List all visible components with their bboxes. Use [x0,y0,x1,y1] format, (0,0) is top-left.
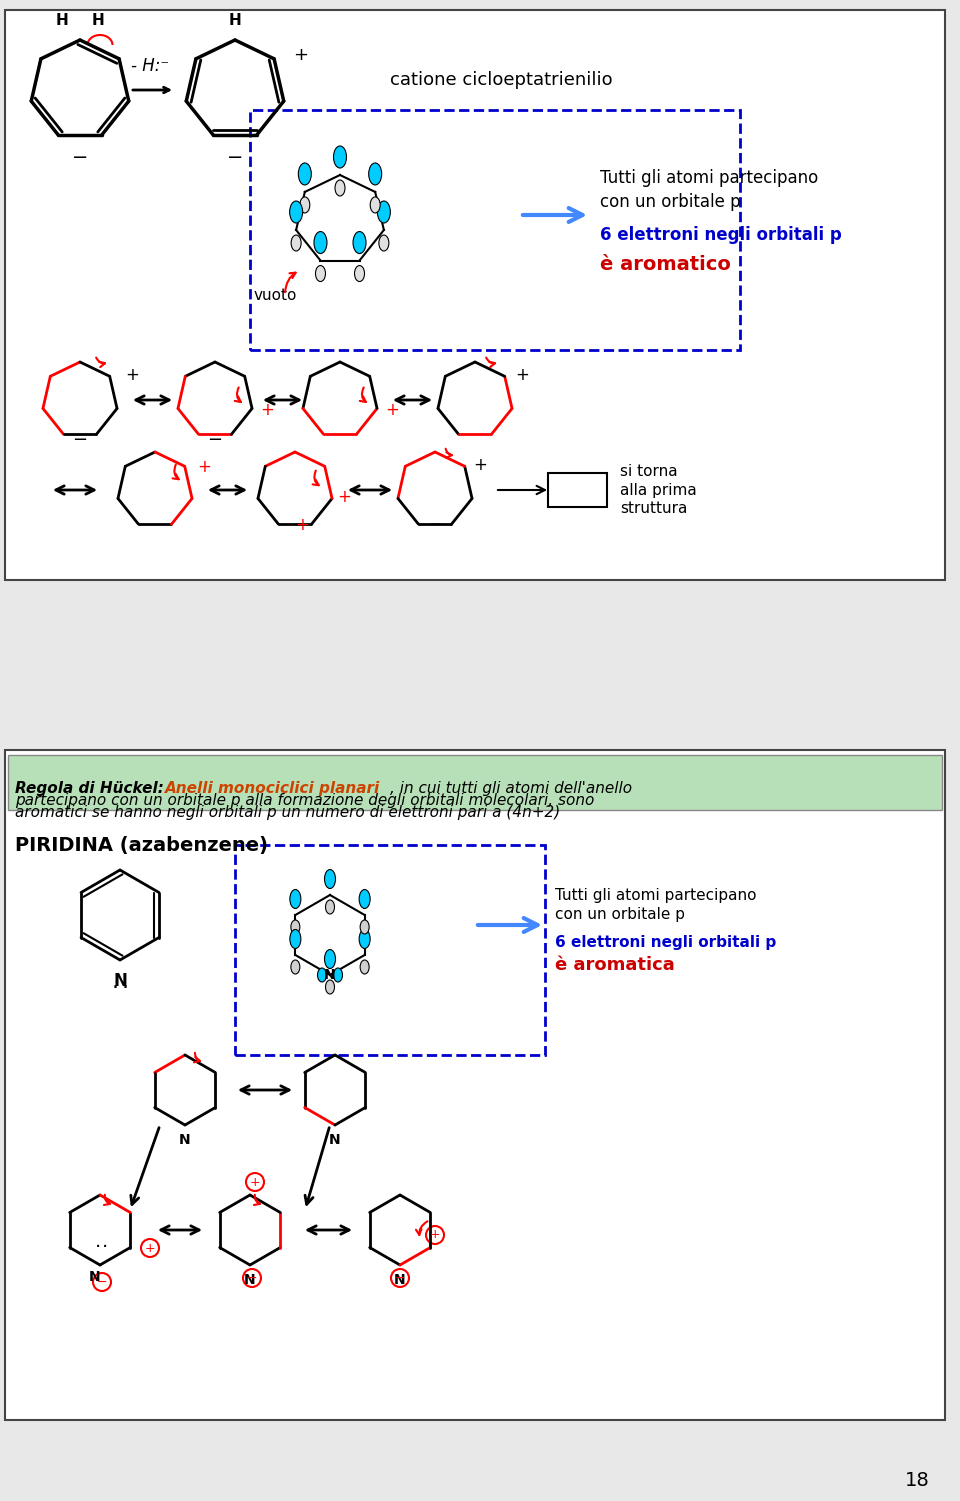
Circle shape [426,1226,444,1244]
Ellipse shape [290,890,300,908]
FancyBboxPatch shape [5,11,945,579]
Text: ·: · [111,979,118,998]
Text: , in cui tutti gli atomi dell'anello: , in cui tutti gli atomi dell'anello [390,781,632,796]
Text: +: + [293,47,308,65]
Text: +: + [250,1175,260,1189]
Text: Anelli monociclici planari: Anelli monociclici planari [165,781,380,796]
Text: +: + [125,366,139,384]
Text: 18: 18 [905,1471,930,1490]
Ellipse shape [333,146,347,168]
Text: N: N [113,973,127,991]
Ellipse shape [325,901,334,914]
Text: aromatici se hanno negli orbitali p un numero di elettroni pari a (4n+2): aromatici se hanno negli orbitali p un n… [15,805,561,820]
Ellipse shape [359,929,371,949]
Text: ·: · [102,1238,108,1256]
Text: è aromatico: è aromatico [600,255,731,275]
Text: H: H [91,14,105,29]
Ellipse shape [300,197,310,213]
Text: ·: · [95,1238,101,1256]
Ellipse shape [314,231,327,254]
Ellipse shape [316,266,325,282]
Text: N: N [329,1133,341,1147]
Ellipse shape [325,980,334,994]
Ellipse shape [291,961,300,974]
Ellipse shape [291,236,301,251]
Text: −: − [227,149,243,167]
Ellipse shape [335,180,345,197]
Text: Tutti gli atomi partecipano
con un orbitale p: Tutti gli atomi partecipano con un orbit… [600,170,818,210]
Text: si torna
alla prima
struttura: si torna alla prima struttura [620,464,697,516]
Text: N: N [244,1273,255,1286]
FancyBboxPatch shape [235,845,545,1055]
Ellipse shape [290,201,302,224]
Text: PIRIDINA (azabenzene): PIRIDINA (azabenzene) [15,836,268,854]
Ellipse shape [291,920,300,934]
Text: N: N [180,1133,191,1147]
Text: N: N [395,1273,406,1286]
Ellipse shape [354,266,365,282]
FancyBboxPatch shape [548,473,607,507]
Ellipse shape [371,197,380,213]
Text: +: + [145,1241,156,1255]
Circle shape [93,1273,111,1291]
Text: ·: · [122,979,129,998]
Text: +: + [295,516,309,534]
FancyBboxPatch shape [8,755,942,811]
Text: +: + [515,366,529,384]
Ellipse shape [379,236,389,251]
FancyBboxPatch shape [250,110,740,350]
Text: N: N [89,1270,101,1283]
Ellipse shape [333,968,343,982]
Text: 6 elettroni negli orbitali p: 6 elettroni negli orbitali p [555,935,777,950]
Text: +: + [337,488,350,506]
Ellipse shape [290,929,300,949]
Text: −: − [72,149,88,167]
Text: +: + [430,1228,441,1241]
Ellipse shape [299,164,311,185]
Ellipse shape [318,968,326,982]
Text: +: + [260,401,274,419]
Text: −: − [247,1271,257,1285]
Text: H: H [228,14,241,29]
Text: N: N [324,968,336,982]
Text: +: + [385,401,398,419]
Text: vuoto: vuoto [253,288,297,303]
Ellipse shape [324,950,335,968]
Text: H: H [56,14,68,29]
Circle shape [141,1238,159,1256]
Ellipse shape [359,890,371,908]
Circle shape [246,1172,264,1190]
Text: −: − [207,431,223,449]
Circle shape [391,1268,409,1286]
Ellipse shape [369,164,382,185]
Ellipse shape [377,201,391,224]
Text: catione cicloeptatrienilio: catione cicloeptatrienilio [390,71,612,89]
Text: partecipano con un orbitale p alla formazione degli orbitali molecolari, sono: partecipano con un orbitale p alla forma… [15,793,594,808]
Text: +: + [197,458,211,476]
Ellipse shape [324,869,335,889]
Text: Regola di Hückel:: Regola di Hückel: [15,781,169,796]
Text: è aromatica: è aromatica [555,956,675,974]
Text: −: − [395,1271,405,1285]
Text: −: − [72,431,87,449]
FancyBboxPatch shape [5,750,945,1420]
Text: +: + [473,456,487,474]
Ellipse shape [360,961,370,974]
Circle shape [243,1268,261,1286]
Text: −: − [427,516,443,534]
Text: 6 elettroni negli orbitali p: 6 elettroni negli orbitali p [600,227,842,245]
Ellipse shape [360,920,370,934]
Text: - H:⁻: - H:⁻ [131,57,169,75]
Text: −: − [97,1276,108,1288]
Ellipse shape [353,231,366,254]
Text: Tutti gli atomi partecipano
con un orbitale p: Tutti gli atomi partecipano con un orbit… [555,887,756,923]
